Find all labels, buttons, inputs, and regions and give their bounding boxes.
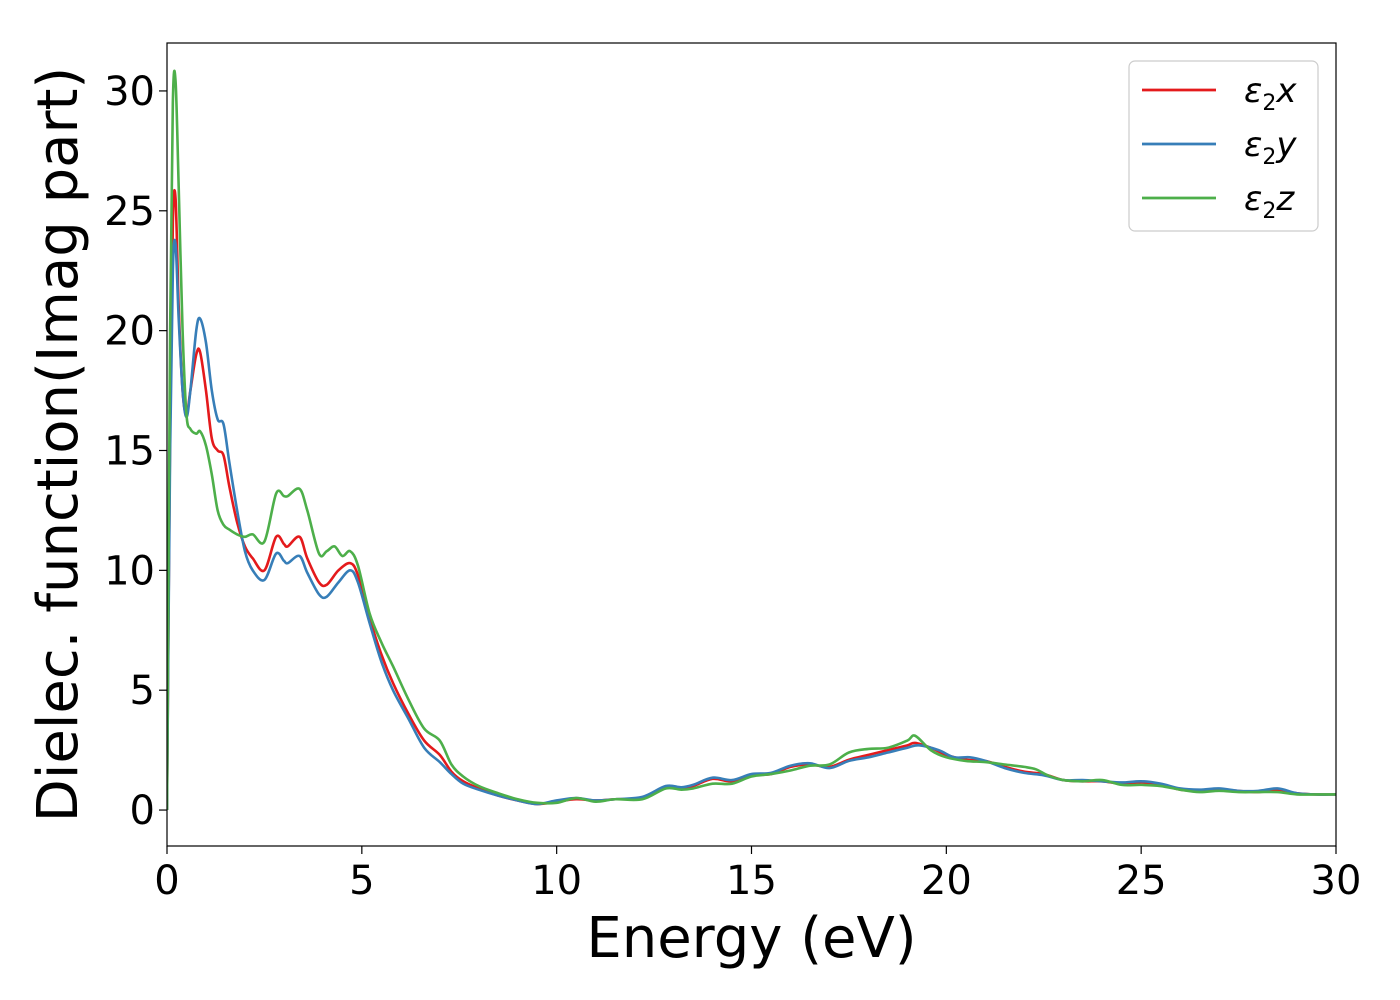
legend-label-z: ε2z (1244, 179, 1295, 224)
x-tick-label: 30 (1311, 858, 1362, 904)
legend-label-x: ε2x (1244, 71, 1297, 116)
x-tick-label: 5 (349, 858, 374, 904)
legend-label-y: ε2y (1244, 125, 1297, 170)
legend-suffix: z (1275, 179, 1295, 219)
x-tick-label: 25 (1116, 858, 1167, 904)
x-tick-label: 0 (154, 858, 179, 904)
x-axis-title: Energy (eV) (586, 906, 916, 971)
y-tick-label: 30 (104, 69, 155, 115)
legend-box (1128, 60, 1319, 232)
legend-subscript: 2 (1262, 91, 1276, 116)
legend-symbol: ε (1244, 179, 1262, 219)
legend-subscript: 2 (1262, 199, 1276, 224)
x-tick-label: 20 (921, 858, 972, 904)
y-tick-label: 5 (130, 668, 155, 714)
series-line-y (167, 238, 1336, 811)
x-tick-label: 15 (726, 858, 777, 904)
legend-suffix: x (1275, 71, 1297, 111)
y-tick-label: 0 (130, 788, 155, 834)
y-axis-ticks: 0 5 10 15 20 25 30 (104, 69, 167, 834)
series-line-x (167, 188, 1336, 811)
y-tick-label: 15 (104, 428, 155, 474)
y-tick-label: 20 (104, 309, 155, 355)
x-axis-ticks: 0 5 10 15 20 25 30 (154, 846, 1361, 904)
y-tick-label: 10 (104, 548, 155, 594)
legend-subscript: 2 (1262, 145, 1276, 170)
legend-suffix: y (1275, 125, 1297, 165)
legend-symbol: ε (1244, 71, 1262, 111)
legend-symbol: ε (1244, 125, 1262, 165)
y-tick-label: 25 (104, 189, 155, 235)
series-layer (167, 69, 1336, 811)
x-tick-label: 10 (531, 858, 582, 904)
y-axis-title: Dielec. function(Imag part) (26, 67, 91, 823)
series-line-z (167, 69, 1336, 811)
